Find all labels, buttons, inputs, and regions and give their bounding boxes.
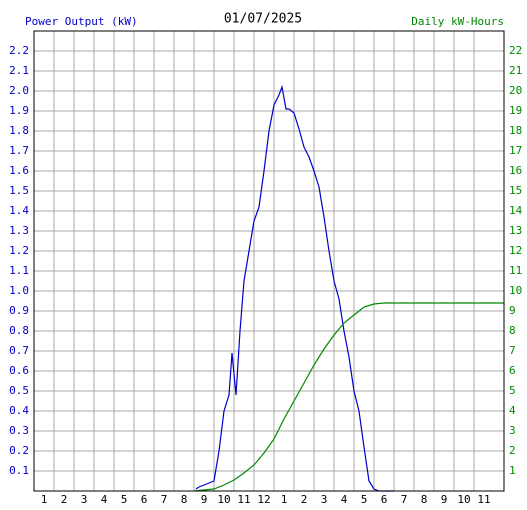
marks: [193, 84, 504, 492]
x-tick-label: 2: [301, 493, 308, 506]
y2-tick-label: 3: [509, 424, 516, 437]
y2-axis-label: Daily kW-Hours: [411, 15, 504, 28]
y-tick-label: 0.6: [9, 364, 29, 377]
x-tick-label: 1: [41, 493, 48, 506]
y2-tick-label: 20: [509, 84, 522, 97]
x-tick-label: 5: [121, 493, 128, 506]
y-tick-label: 2.0: [9, 84, 29, 97]
y2-tick-label: 14: [509, 204, 523, 217]
y2-tick-label: 10: [509, 284, 522, 297]
x-tick-label: 10: [217, 493, 230, 506]
y2-tick-label: 2: [509, 444, 516, 457]
y-tick-label: 1.9: [9, 104, 29, 117]
x-tick-label: 4: [101, 493, 108, 506]
x-tick-label: 8: [181, 493, 188, 506]
y-tick-label: 0.2: [9, 444, 29, 457]
y-tick-label: 0.4: [9, 404, 29, 417]
x-tick-label: 6: [141, 493, 148, 506]
y-tick-label: 1.8: [9, 124, 29, 137]
x-tick-label: 6: [381, 493, 388, 506]
y-tick-label: 1.3: [9, 224, 29, 237]
x-tick-label: 11: [477, 493, 490, 506]
y-tick-label: 0.5: [9, 384, 29, 397]
y-tick-label: 2.2: [9, 44, 29, 57]
y2-tick-label: 19: [509, 104, 522, 117]
y2-tick-label: 22: [509, 44, 522, 57]
y2-tick-label: 7: [509, 344, 516, 357]
y-tick-label: 0.9: [9, 304, 29, 317]
y2-tick-label: 9: [509, 304, 516, 317]
y2-tick-label: 18: [509, 124, 522, 137]
y2-tick-label: 12: [509, 244, 522, 257]
x-tick-label: 12: [257, 493, 270, 506]
plot-border: [33, 30, 505, 492]
y2-tick-label: 1: [509, 464, 516, 477]
x-tick-label: 2: [61, 493, 68, 506]
y2-tick-label: 4: [509, 404, 516, 417]
y-tick-label: 0.8: [9, 324, 29, 337]
y2-tick-label: 15: [509, 184, 522, 197]
y2-tick-label: 13: [509, 224, 522, 237]
y2-tick-label: 11: [509, 264, 522, 277]
x-tick-label: 7: [161, 493, 168, 506]
x-tick-label: 5: [361, 493, 368, 506]
y2-tick-label: 6: [509, 364, 516, 377]
x-tick-label: 3: [321, 493, 328, 506]
y-tick-label: 1.2: [9, 244, 29, 257]
y2-tick-label: 8: [509, 324, 516, 337]
x-tick-label: 4: [341, 493, 348, 506]
y2-tick-label: 21: [509, 64, 522, 77]
x-tick-label: 8: [421, 493, 428, 506]
y-tick-label: 1.7: [9, 144, 29, 157]
y-tick-label: 1.0: [9, 284, 29, 297]
x-tick-label: 9: [201, 493, 208, 506]
y-tick-label: 1.5: [9, 184, 29, 197]
plot-area: [34, 31, 504, 491]
x-tick-label: 7: [401, 493, 408, 506]
x-tick-label: 1: [281, 493, 288, 506]
grid: [33, 31, 504, 491]
y-tick-label: 1.6: [9, 164, 29, 177]
x-tick-label: 9: [441, 493, 448, 506]
y-tick-label: 0.1: [9, 464, 29, 477]
x-tick-label: 11: [237, 493, 250, 506]
y2-tick-label: 16: [509, 164, 522, 177]
y-axis-label: Power Output (kW): [25, 15, 138, 28]
y2-tick-label: 5: [509, 384, 516, 397]
series-line: [193, 302, 504, 492]
x-tick-label: 3: [81, 493, 88, 506]
y-tick-label: 1.4: [9, 204, 29, 217]
y-tick-label: 1.1: [9, 264, 29, 277]
series-line: [195, 84, 394, 492]
chart-title: 01/07/2025: [224, 12, 302, 27]
x-tick-label: 10: [457, 493, 470, 506]
y-tick-label: 0.7: [9, 344, 29, 357]
y2-tick-label: 17: [509, 144, 522, 157]
y-tick-label: 2.1: [9, 64, 29, 77]
y-tick-label: 0.3: [9, 424, 29, 437]
